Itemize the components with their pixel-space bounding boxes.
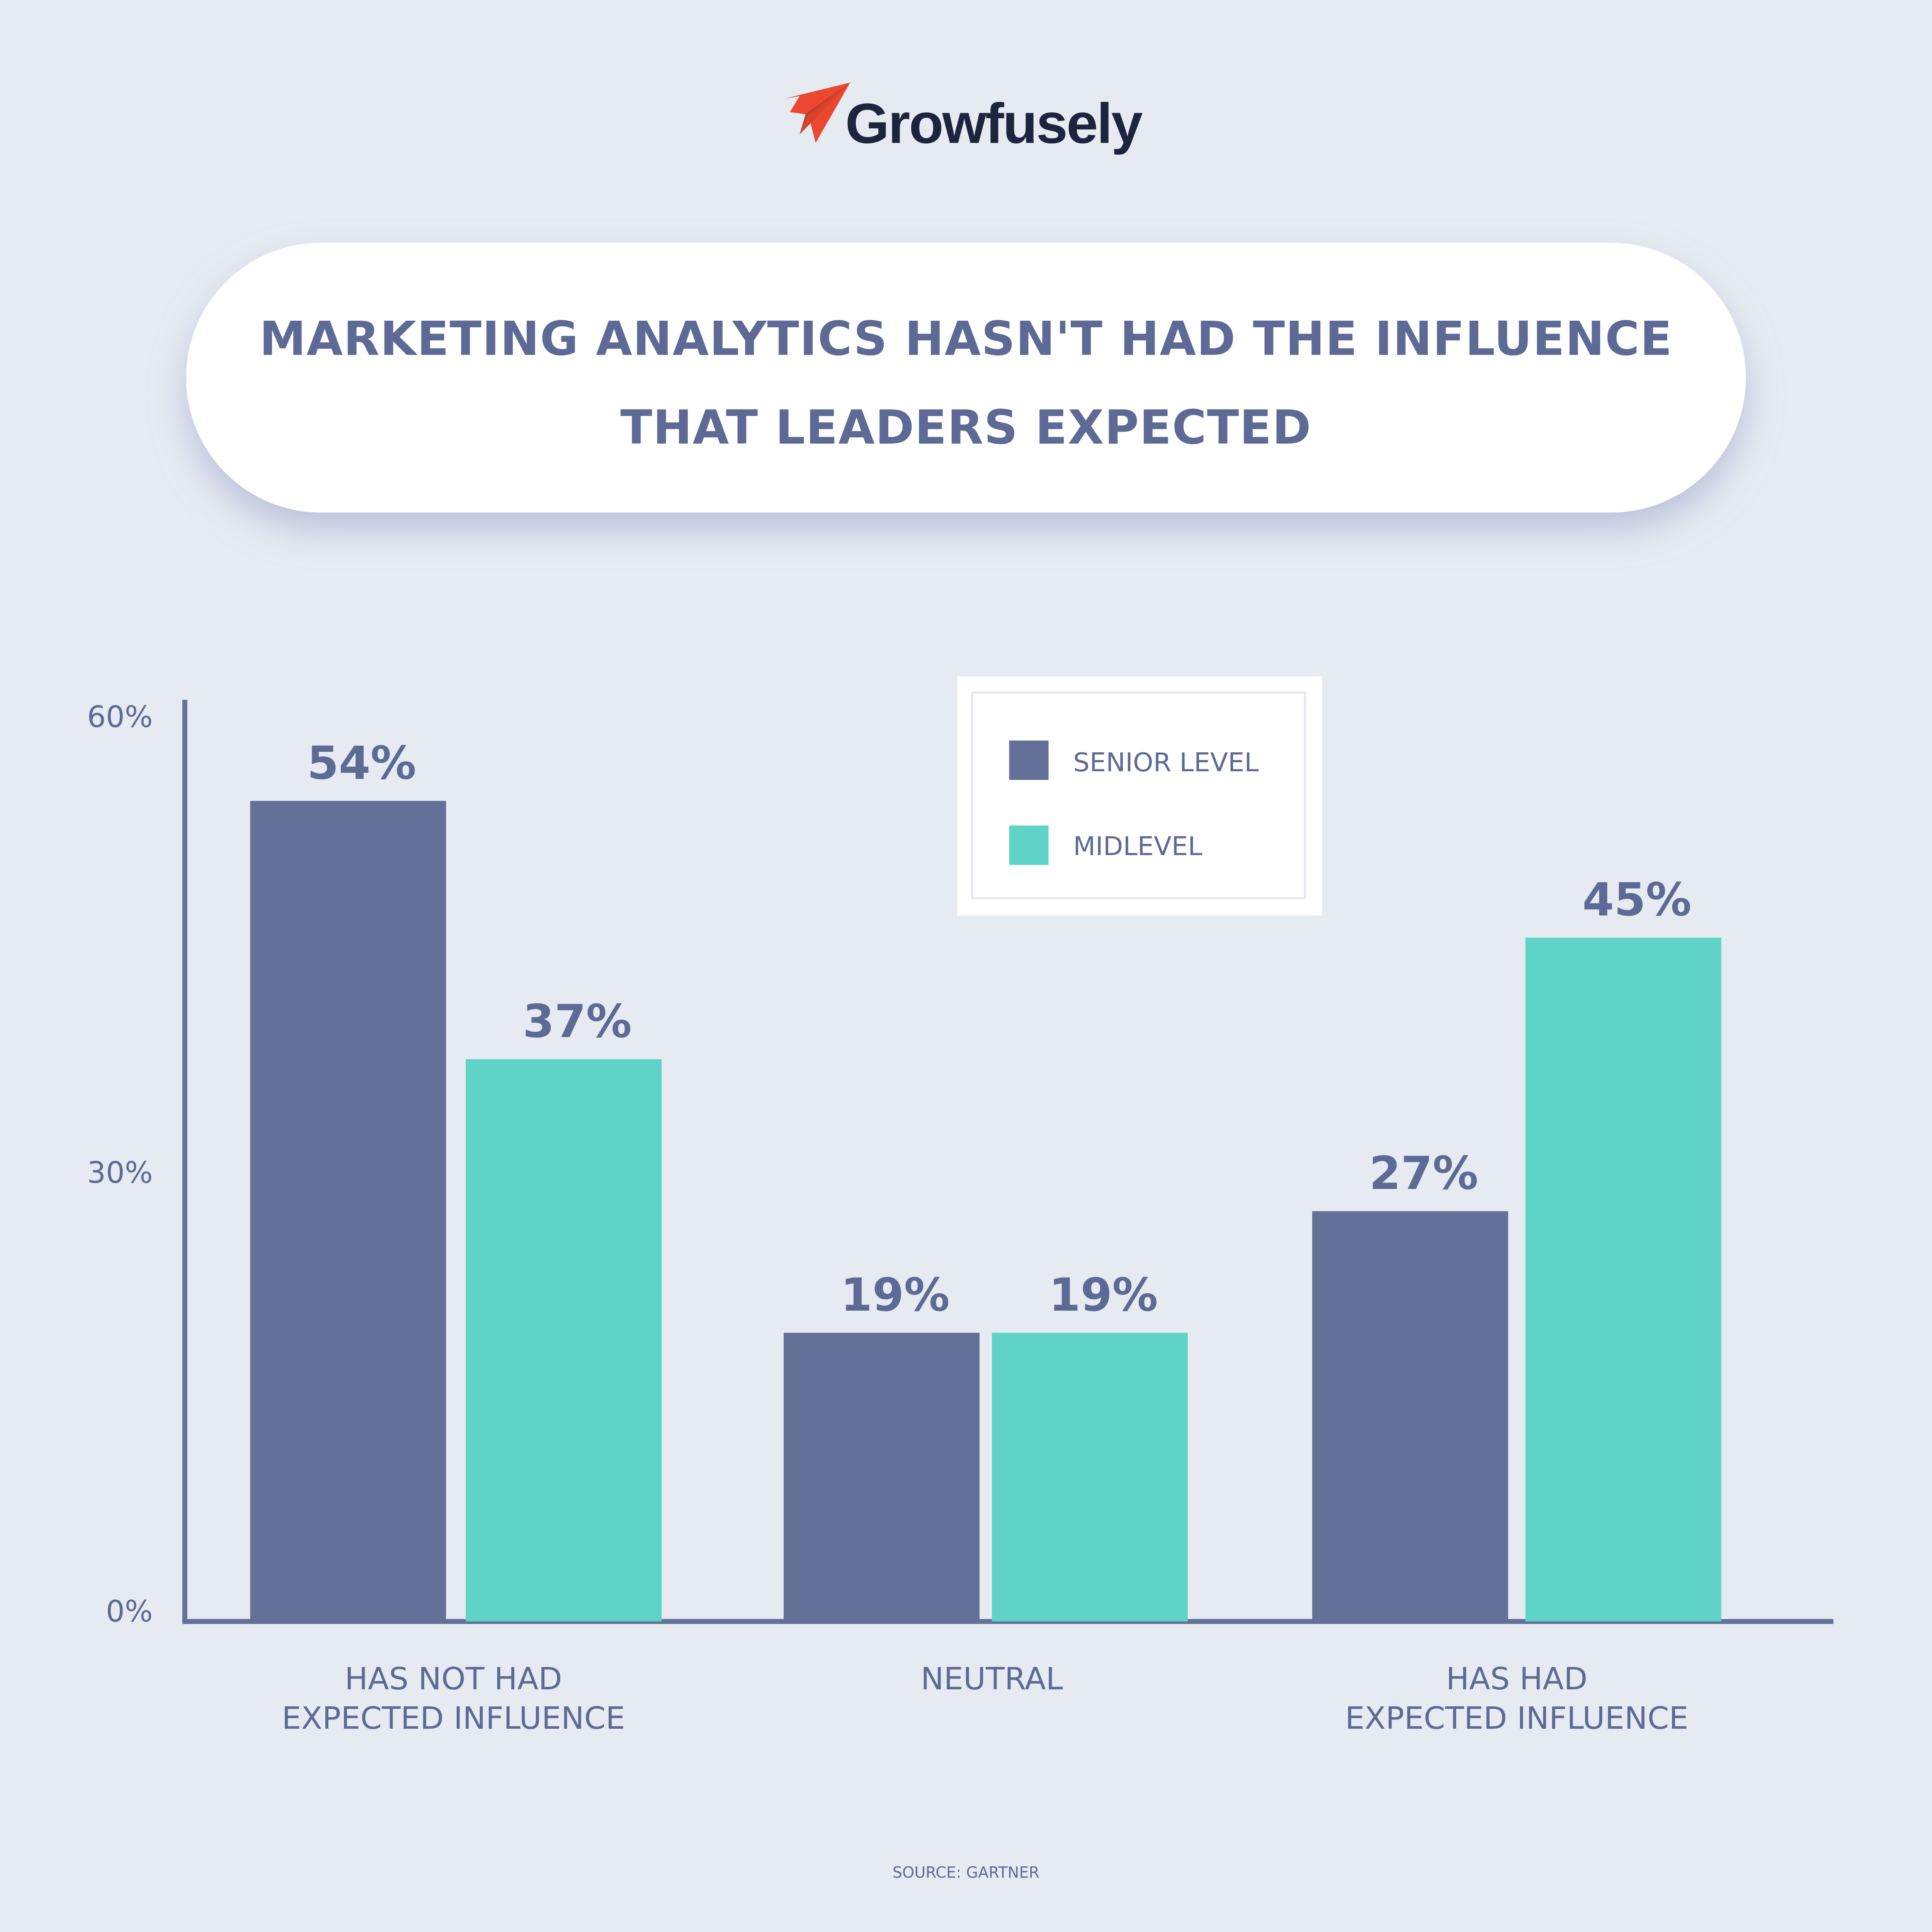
bar-value-label: 54% [307,736,416,789]
paper-plane-icon [785,82,850,143]
title-banner [186,243,1746,513]
category-label: EXPECTED INFLUENCE [282,1700,625,1736]
bar-value-label: 27% [1369,1146,1478,1200]
y-tick-label: 0% [106,1594,153,1629]
category-label: HAS NOT HAD [345,1661,562,1697]
title-line-2: THAT LEADERS EXPECTED [620,400,1311,455]
category-label: NEUTRAL [921,1661,1063,1697]
bar-value-label: 37% [523,995,632,1048]
bar-senior-0 [250,801,446,1622]
category-label: EXPECTED INFLUENCE [1345,1700,1689,1736]
y-tick-label: 60% [87,700,153,734]
bar-value-label: 45% [1582,873,1691,926]
legend: SENIOR LEVEL MIDLEVEL [957,676,1322,916]
y-tick-label: 30% [87,1156,153,1190]
legend-label-midlevel: MIDLEVEL [1073,831,1202,861]
legend-label-senior: SENIOR LEVEL [1073,747,1259,777]
bar-value-label: 19% [1049,1268,1158,1321]
bar-senior-1 [784,1333,980,1622]
bar-midlevel-2 [1525,937,1721,1622]
legend-swatch-midlevel [1009,825,1049,865]
category-label: HAS HAD [1446,1661,1587,1697]
brand-logo: Growfusely [785,82,1144,155]
title-line-1: MARKETING ANALYTICS HASN'T HAD THE INFLU… [259,311,1672,366]
bar-midlevel-0 [466,1059,662,1622]
source-note: SOURCE: GARTNER [893,1864,1040,1882]
bar-senior-2 [1312,1211,1509,1622]
legend-swatch-senior [1009,740,1049,780]
bar-value-label: 19% [840,1268,949,1321]
brand-name: Growfusely [845,92,1143,155]
bar-midlevel-1 [992,1333,1188,1622]
